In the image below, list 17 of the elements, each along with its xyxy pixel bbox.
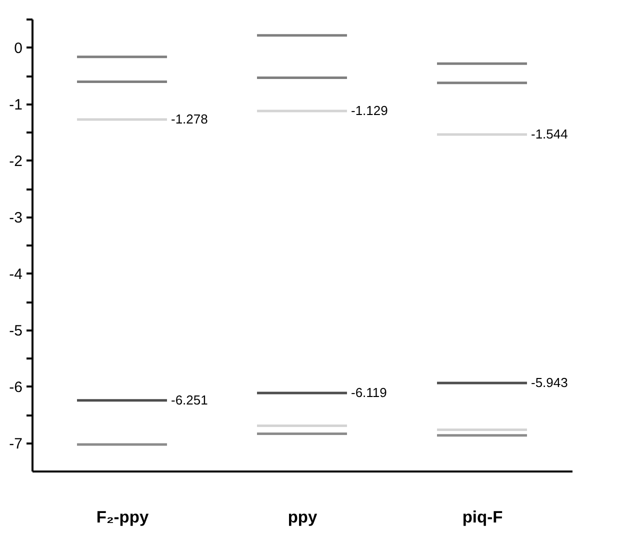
y-tick-label: -3 <box>9 209 22 226</box>
data-label: -5.943 <box>531 375 568 390</box>
x-tick-label: F₂-ppy <box>96 508 150 526</box>
y-tick-label: -4 <box>9 266 22 283</box>
data-label: -6.251 <box>171 392 208 408</box>
x-tick-label: ppy <box>288 508 318 526</box>
y-tick-label: -1 <box>9 96 22 114</box>
y-tick-label: -5 <box>9 322 22 340</box>
y-tick-label: -6 <box>9 378 22 396</box>
data-label: -6.119 <box>351 384 387 400</box>
x-tick-label: piq-F <box>462 508 503 526</box>
data-label: -1.278 <box>171 111 208 126</box>
data-label: -1.129 <box>351 103 388 118</box>
y-tick-label: -2 <box>9 152 22 170</box>
y-tick-label: 0 <box>14 40 22 57</box>
y-tick-label: -7 <box>9 435 22 452</box>
data-label: -1.544 <box>531 126 568 142</box>
